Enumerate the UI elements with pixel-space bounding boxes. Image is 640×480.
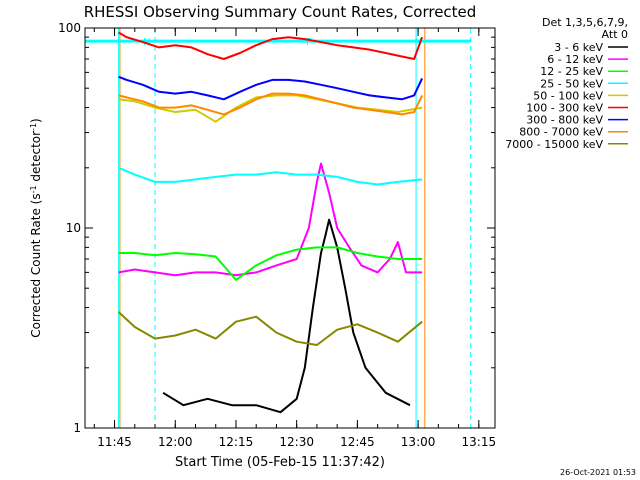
x-tick-label: 12:30 [279, 435, 314, 449]
attenuator-marker: N [414, 37, 421, 48]
attenuator-marker: F [306, 37, 312, 48]
series-line-4 [118, 166, 423, 186]
series-line-8 [118, 92, 424, 116]
legend-entry-label: 300 - 800 keV [526, 114, 603, 127]
legend-entry-label: 12 - 25 keV [540, 65, 603, 78]
x-axis: 11:45 12:00 12:15 12:30 12:45 13:00 13:15 [93, 28, 497, 449]
x-tick-label: 12:15 [219, 435, 254, 449]
footer-timestamp: 26-Oct-2021 01:53 [560, 468, 636, 477]
chart-title: RHESSI Observing Summary Count Rates, Co… [84, 3, 477, 21]
legend-entry-label: 7000 - 15000 keV [505, 138, 603, 151]
x-tick-label: 13:00 [401, 435, 436, 449]
legend-entry-label: 50 - 100 keV [533, 89, 603, 102]
y-tick-label: 1 [73, 421, 81, 435]
series-line-2 [118, 162, 423, 277]
legend-entry-label: 3 - 6 keV [554, 41, 603, 54]
legend-entry-label: 800 - 7000 keV [519, 126, 603, 139]
series-line-9 [117, 311, 423, 346]
x-tick-label: 11:45 [97, 435, 132, 449]
x-tick-label: 13:15 [462, 435, 497, 449]
legend-entry-label: 6 - 12 keV [547, 53, 603, 66]
legend-header-detectors: Det 1,3,5,6,7,9, [542, 16, 628, 29]
y-tick-label: 10 [66, 221, 81, 235]
y-axis: 1 10 100 [58, 21, 495, 435]
x-axis-label: Start Time (05-Feb-15 11:37:42) [175, 455, 385, 470]
series-line-7 [118, 75, 424, 101]
plot-frame [84, 27, 496, 429]
series-line-3 [118, 246, 423, 281]
x-tick-label: 12:45 [340, 435, 375, 449]
y-axis-label: Corrected Count Rate (s-1 detector-1) [29, 118, 43, 337]
y-tick-label: 100 [58, 21, 81, 35]
x-tick-label: 12:00 [158, 435, 193, 449]
series-line-1 [162, 218, 411, 414]
series-line-6 [118, 31, 424, 60]
legend-header-attenuator: Att 0 [602, 28, 628, 41]
legend-entry-label: 25 - 50 keV [540, 77, 603, 90]
legend-entry-label: 100 - 300 keV [526, 102, 603, 115]
